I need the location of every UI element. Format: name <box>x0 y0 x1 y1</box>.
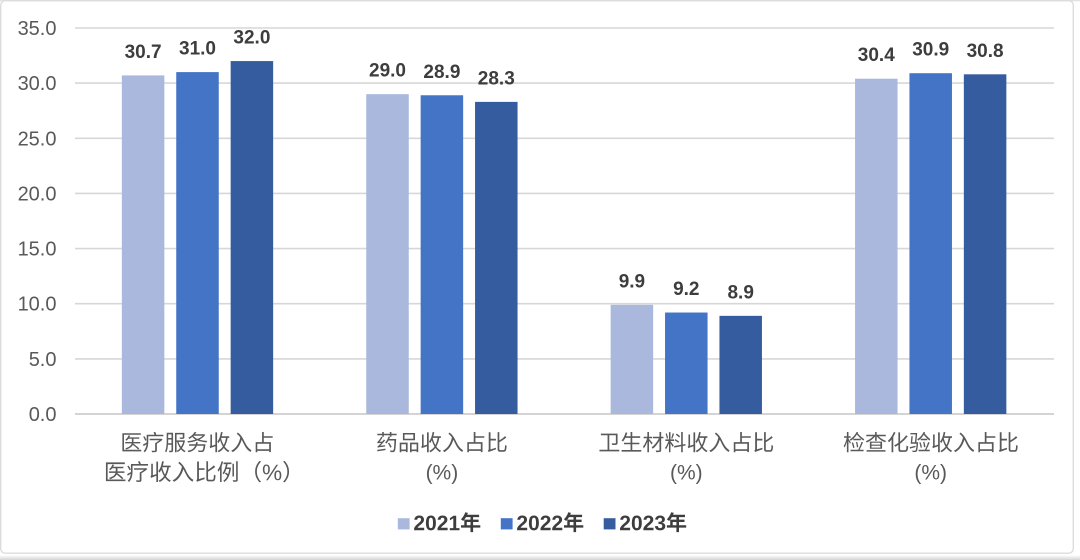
svg-text:(%): (%) <box>914 462 947 485</box>
svg-text:30.7: 30.7 <box>125 42 162 63</box>
svg-text:9.9: 9.9 <box>619 271 645 292</box>
svg-text:35.0: 35.0 <box>18 18 57 40</box>
svg-text:(%): (%) <box>426 462 459 485</box>
svg-text:29.0: 29.0 <box>369 61 406 82</box>
svg-text:0.0: 0.0 <box>29 404 57 426</box>
svg-text:10.0: 10.0 <box>18 294 57 316</box>
svg-text:30.9: 30.9 <box>912 40 949 61</box>
svg-text:28.3: 28.3 <box>478 68 515 89</box>
svg-text:28.9: 28.9 <box>423 62 460 83</box>
svg-text:8.9: 8.9 <box>727 282 753 303</box>
svg-text:32.0: 32.0 <box>233 28 270 49</box>
svg-text:9.2: 9.2 <box>673 279 699 300</box>
svg-text:30.8: 30.8 <box>967 41 1004 62</box>
svg-text:20.0: 20.0 <box>18 183 57 205</box>
svg-text:5.0: 5.0 <box>29 349 57 371</box>
svg-text:25.0: 25.0 <box>18 128 57 150</box>
svg-text:30.4: 30.4 <box>858 45 895 66</box>
svg-text:15.0: 15.0 <box>18 239 57 261</box>
svg-text:(%): (%) <box>670 462 703 485</box>
svg-text:30.0: 30.0 <box>18 73 57 95</box>
svg-text:31.0: 31.0 <box>179 39 216 60</box>
